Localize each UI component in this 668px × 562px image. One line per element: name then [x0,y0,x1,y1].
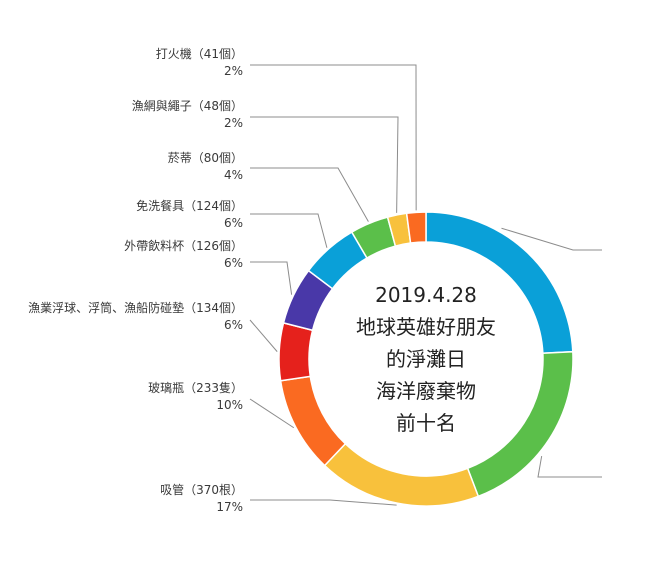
slice-3-percent: 17% [216,500,243,514]
center-title-line-5: 前十名 [396,411,456,435]
slice-8-label: 菸蒂（80個） [168,151,243,165]
slice-10-label: 打火機（41個） [156,46,243,61]
slice-10-arc [405,211,427,244]
slice-6-leader-line [250,261,293,295]
slice-1-leader-line [501,227,602,251]
slices-layer [278,211,574,507]
slice-10-percent: 2% [224,64,243,78]
slice-4-label: 玻璃瓶（233隻） [148,380,243,395]
slice-5-leader-line [249,319,278,352]
slice-8-leader-line [250,167,369,222]
slice-4-arc [279,375,347,467]
slice-5-arc [278,322,314,382]
center-title-line-3: 的淨灘日 [386,347,466,371]
slice-9-leader-line [250,116,399,213]
slice-5-label: 漁業浮球、浮筒、漁船防碰墊（134個） [28,300,243,315]
slice-7-leader-line [250,213,328,248]
slice-9-percent: 2% [224,116,243,130]
slice-7-percent: 6% [224,216,243,230]
slice-9-label: 漁網與繩子（48個） [132,99,243,113]
slice-3-leader-line [250,499,397,506]
slice-6-label: 外帶飲料杯（126個） [124,238,243,253]
slice-3-label: 吸管（370根） [160,482,243,497]
slice-5-percent: 6% [224,318,243,332]
slice-3-arc [323,442,480,507]
slice-8-percent: 4% [224,168,243,182]
center-title-line-1: 2019.4.28 [375,283,477,307]
leader-lines [249,64,602,506]
slice-labels: 吸管（370根） 17% 玻璃瓶（233隻） 10% 漁業浮球、浮筒、漁船防碰墊（134… [28,46,243,514]
slice-7-label: 免洗餐具（124個） [136,198,243,213]
center-title-line-2: 地球英雄好朋友 [356,315,496,339]
slice-4-leader-line [249,398,295,429]
slice-6-percent: 6% [224,256,243,270]
slice-2-leader-line [537,455,602,478]
slice-2-arc [466,350,574,498]
slice-10-leader-line [250,64,417,211]
center-title-line-4: 海洋廢棄物 [376,379,476,403]
slice-4-percent: 10% [216,398,243,412]
